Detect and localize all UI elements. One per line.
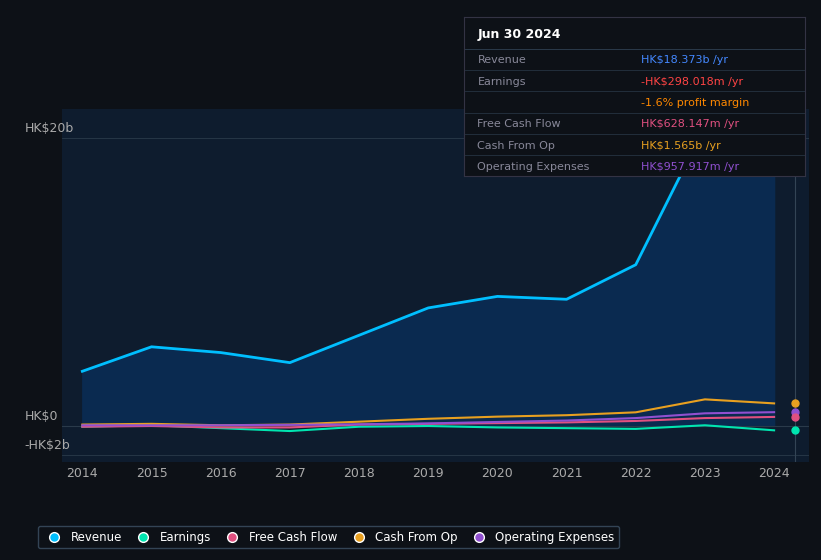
Text: -HK$298.018m /yr: -HK$298.018m /yr	[641, 77, 743, 87]
Text: HK$20b: HK$20b	[25, 122, 74, 135]
Text: HK$1.565b /yr: HK$1.565b /yr	[641, 141, 721, 151]
Text: HK$0: HK$0	[25, 410, 58, 423]
Text: Cash From Op: Cash From Op	[478, 141, 555, 151]
Text: Free Cash Flow: Free Cash Flow	[478, 119, 561, 129]
Text: HK$628.147m /yr: HK$628.147m /yr	[641, 119, 739, 129]
Text: Jun 30 2024: Jun 30 2024	[478, 28, 561, 41]
Legend: Revenue, Earnings, Free Cash Flow, Cash From Op, Operating Expenses: Revenue, Earnings, Free Cash Flow, Cash …	[38, 526, 619, 548]
Text: -1.6% profit margin: -1.6% profit margin	[641, 98, 750, 108]
Text: Revenue: Revenue	[478, 55, 526, 66]
Text: Operating Expenses: Operating Expenses	[478, 162, 589, 172]
Text: Earnings: Earnings	[478, 77, 526, 87]
Text: HK$957.917m /yr: HK$957.917m /yr	[641, 162, 739, 172]
Text: -HK$2b: -HK$2b	[25, 439, 71, 452]
Text: HK$18.373b /yr: HK$18.373b /yr	[641, 55, 728, 66]
